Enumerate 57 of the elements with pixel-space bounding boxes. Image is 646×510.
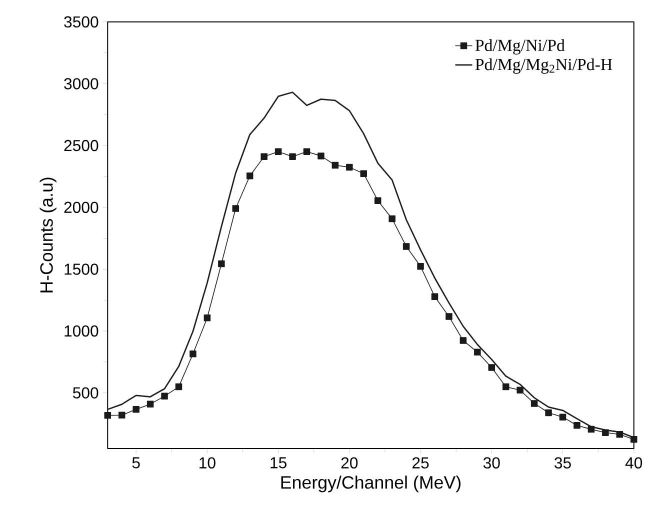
point <box>146 400 154 408</box>
x-tick-label: 20 <box>341 457 358 468</box>
x-tick-label: 30 <box>483 457 500 468</box>
x-tick-label: 10 <box>200 457 216 468</box>
point <box>574 422 580 429</box>
point <box>402 242 410 250</box>
point <box>630 436 638 443</box>
point <box>388 215 396 222</box>
point <box>516 386 524 394</box>
point <box>502 383 510 390</box>
y-tick-label: 500 <box>72 387 98 398</box>
y-tick-label: 3500 <box>64 16 98 28</box>
point <box>559 414 566 420</box>
point <box>360 170 368 177</box>
x-tick-label: 15 <box>270 457 286 468</box>
point <box>218 260 225 268</box>
x-tick-label: 5 <box>132 457 140 468</box>
legend-label: Pd/Mg/Mg$_{2}$Ni/Pd-H <box>475 58 612 74</box>
point <box>104 412 112 419</box>
point <box>303 148 310 155</box>
point <box>346 164 353 170</box>
point <box>474 348 481 356</box>
point <box>260 153 268 160</box>
point <box>616 430 624 438</box>
y-tick-label: 3000 <box>64 78 98 90</box>
point <box>602 429 609 436</box>
point <box>488 364 496 371</box>
point <box>318 152 324 160</box>
point <box>132 406 140 413</box>
point <box>289 153 296 160</box>
y-tick-label: 1000 <box>64 325 98 337</box>
point <box>190 350 196 358</box>
point <box>431 293 438 300</box>
x-tick-label: 40 <box>625 457 642 468</box>
point <box>460 337 467 344</box>
point <box>246 172 254 180</box>
point <box>274 148 282 155</box>
point <box>175 383 182 390</box>
y-tick-label: 2500 <box>64 140 98 152</box>
point <box>332 162 339 168</box>
point <box>374 197 382 204</box>
y-axis-title: H-Counts (a.u) <box>40 178 56 292</box>
point <box>530 400 538 407</box>
legend-label: Pd/Mg/Ni/Pd <box>475 39 565 54</box>
point <box>204 314 211 322</box>
point <box>161 392 168 400</box>
point <box>118 412 126 418</box>
point <box>232 204 240 212</box>
point <box>545 409 552 416</box>
point <box>588 426 595 433</box>
x-tick-label: 35 <box>554 457 571 468</box>
y-tick-label: 2000 <box>64 202 98 213</box>
point <box>446 313 452 320</box>
x-axis-title: Energy/Channel (MeV) <box>281 475 460 492</box>
x-tick-label: 25 <box>412 457 429 468</box>
point <box>417 262 424 270</box>
y-tick-label: 1500 <box>64 263 98 275</box>
